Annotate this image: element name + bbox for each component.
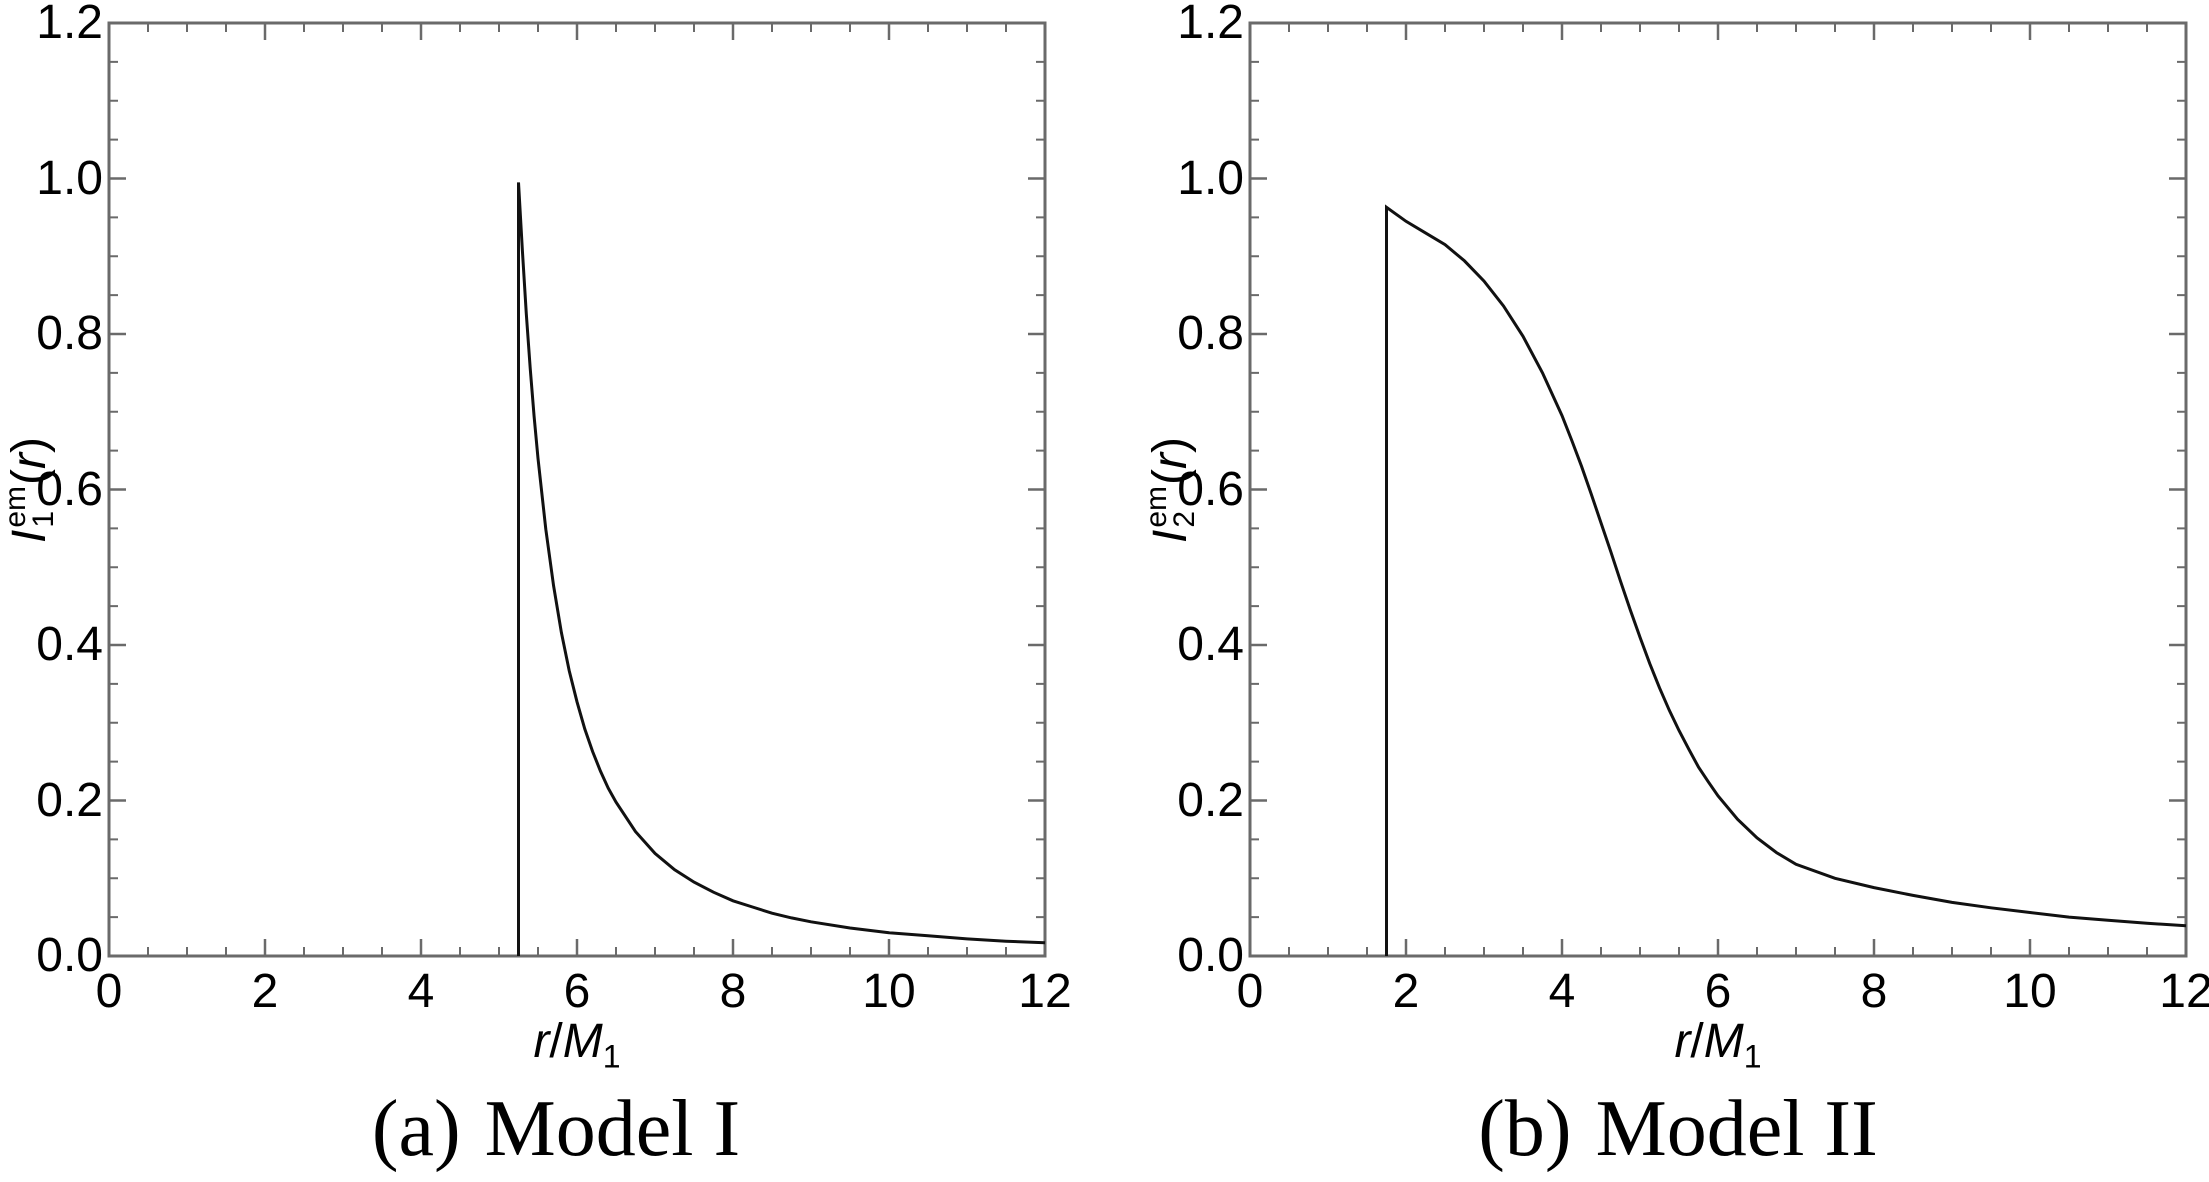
plot-frame: [1248, 21, 2188, 958]
x-tick-label: 0: [1236, 965, 1264, 1018]
x-tick-label: 8: [1860, 965, 1888, 1018]
intensity-curve: [517, 182, 1046, 956]
intensity-curve: [1385, 204, 2187, 956]
y-tick-label: 0.4: [36, 618, 103, 671]
y-tick-label: 0.6: [36, 462, 103, 516]
panel-a-model-1: [107, 21, 1047, 958]
caption-a-text: Model I: [484, 1085, 741, 1173]
y-tick-label: 0.0: [36, 929, 103, 982]
x-tick-label: 2: [251, 965, 279, 1018]
x-tick-label: 6: [563, 965, 591, 1018]
x-tick-label: 10: [862, 965, 916, 1018]
plot-frame: [107, 21, 1047, 958]
x-axis-label-a: r/M1: [533, 1015, 621, 1075]
y-tick-label: 1.2: [1177, 0, 1244, 49]
x-tick-label: 8: [719, 965, 747, 1018]
x-tick-label: 4: [1548, 965, 1576, 1018]
x-tick-label: 4: [407, 965, 435, 1018]
caption-b: (b) Model II: [1358, 1084, 1998, 1175]
x-tick-label: 2: [1392, 965, 1420, 1018]
y-tick-label: 0.6: [1177, 462, 1244, 516]
y-tick-label: 1.0: [36, 151, 103, 205]
y-tick-label: 0.8: [1177, 307, 1244, 360]
x-tick-label: 12: [1018, 965, 1072, 1018]
x-tick-label: 12: [2159, 965, 2209, 1018]
x-tick-label: 10: [2003, 965, 2057, 1018]
caption-b-text: Model II: [1595, 1085, 1878, 1173]
panel-b-model-2: [1248, 21, 2188, 958]
y-tick-label: 0.2: [36, 773, 103, 827]
x-tick-label: 0: [95, 965, 123, 1018]
y-tick-label: 0.2: [1177, 773, 1244, 827]
y-tick-label: 0.4: [1177, 618, 1244, 671]
y-tick-label: 1.0: [1177, 151, 1244, 205]
x-tick-label: 6: [1704, 965, 1732, 1018]
y-tick-label: 1.2: [36, 0, 103, 49]
caption-b-tag: (b): [1478, 1085, 1572, 1173]
caption-a-tag: (a): [371, 1085, 461, 1173]
x-axis-label-b: r/M1: [1674, 1015, 1762, 1075]
y-tick-label: 0.0: [1177, 929, 1244, 982]
y-tick-label: 0.8: [36, 307, 103, 360]
caption-a: (a) Model I: [236, 1084, 876, 1175]
